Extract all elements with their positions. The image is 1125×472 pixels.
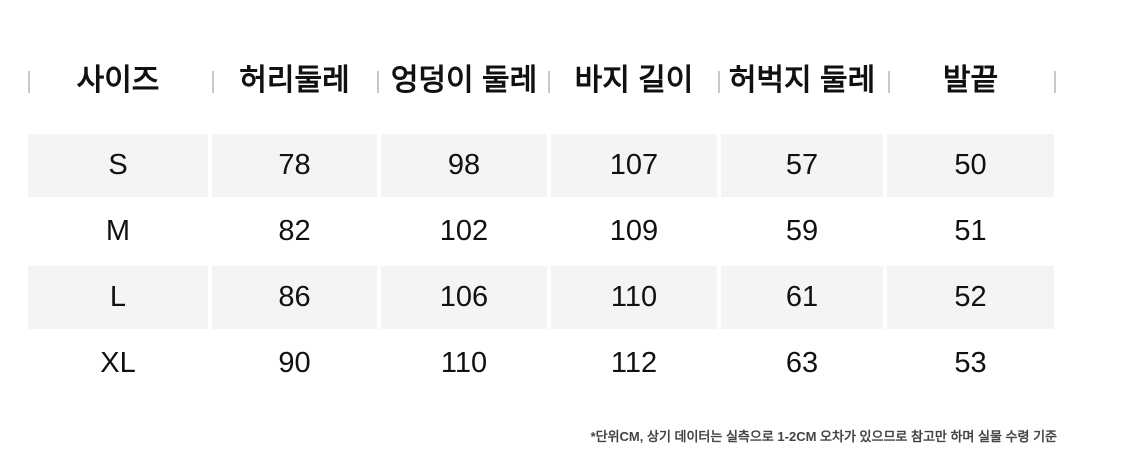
measurement-cell: 61 (721, 266, 883, 329)
table-row: XL 90 110 112 63 53 (0, 332, 1125, 395)
size-label: S (28, 134, 208, 197)
table-row: L 86 106 110 61 52 (0, 266, 1125, 329)
size-label: M (105, 215, 131, 247)
measurement-cell: 50 (887, 134, 1054, 197)
measurement-cell: 110 (440, 347, 488, 379)
column-divider (377, 71, 379, 93)
measurement-cell: 110 (551, 266, 717, 329)
measurement-cell: 109 (609, 215, 659, 247)
measurement-cell: 82 (278, 215, 311, 247)
measurement-cell: 52 (887, 266, 1054, 329)
footnote: *단위CM, 상기 데이터는 실측으로 1-2CM 오차가 있으므로 참고만 하… (590, 429, 1057, 444)
column-header: 허리둘레 (239, 64, 350, 97)
column-divider (888, 71, 890, 93)
column-header: 허벅지 둘레 (728, 64, 876, 97)
measurement-cell: 57 (721, 134, 883, 197)
measurement-cell: 53 (954, 347, 987, 379)
column-header: 엉덩이 둘레 (390, 64, 538, 97)
column-divider (1054, 71, 1056, 93)
column-header: 발끝 (942, 64, 999, 97)
measurement-cell: 102 (439, 215, 489, 247)
size-label: L (28, 266, 208, 329)
column-header: 바지 길이 (574, 64, 694, 97)
measurement-cell: 112 (610, 347, 658, 379)
table-header: 사이즈 허리둘레 엉덩이 둘레 바지 길이 허벅지 둘레 발끝 (0, 55, 1125, 107)
table-row: S 78 98 107 57 50 (0, 134, 1125, 197)
measurement-cell: 106 (381, 266, 547, 329)
measurement-cell: 98 (381, 134, 547, 197)
measurement-cell: 90 (278, 347, 311, 379)
column-divider (28, 71, 30, 93)
column-divider (548, 71, 550, 93)
column-divider (718, 71, 720, 93)
size-label: XL (100, 347, 136, 379)
measurement-cell: 63 (785, 347, 819, 379)
measurement-cell: 86 (212, 266, 377, 329)
column-divider (212, 71, 214, 93)
measurement-cell: 78 (212, 134, 377, 197)
measurement-cell: 59 (785, 215, 819, 247)
measurement-cell: 51 (954, 215, 987, 247)
measurement-cell: 107 (551, 134, 717, 197)
table-row: M 82 102 109 59 51 (0, 200, 1125, 263)
column-header: 사이즈 (76, 64, 160, 97)
